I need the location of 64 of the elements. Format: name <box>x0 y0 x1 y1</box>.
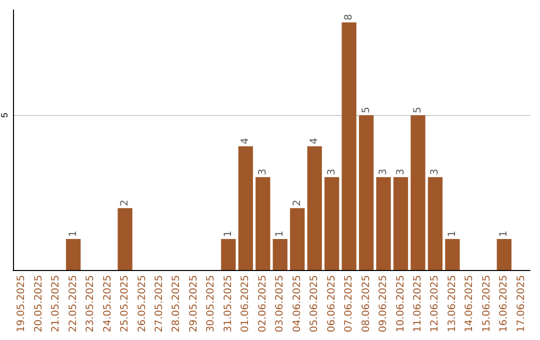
x-tick-label: 29.05.2025 <box>188 275 200 332</box>
x-tick-label: 31.05.2025 <box>222 275 234 332</box>
bar <box>256 177 270 270</box>
bar <box>238 146 253 270</box>
data-label: 4 <box>240 138 252 144</box>
data-label: 1 <box>68 230 79 238</box>
x-tick-label: 06.06.2025 <box>326 275 338 332</box>
data-label: 3 <box>395 168 406 176</box>
x-tick-label: 27.05.2025 <box>154 275 165 332</box>
bar <box>445 239 460 270</box>
x-tick-label: 04.06.2025 <box>292 275 303 332</box>
x-tick-label: 01.06.2025 <box>240 275 252 332</box>
x-tick-label: 16.06.2025 <box>498 275 510 332</box>
x-tick-label: 09.06.2025 <box>378 275 390 332</box>
bar <box>272 239 288 270</box>
bar <box>428 177 443 270</box>
x-tick-label: 25.05.2025 <box>120 275 131 332</box>
bar <box>342 22 356 270</box>
data-label: 3 <box>257 168 268 176</box>
x-tick-label: 11.06.2025 <box>412 275 424 332</box>
x-tick-label: 24.05.2025 <box>102 275 114 332</box>
x-tick-label: 14.06.2025 <box>464 275 476 332</box>
x-tick-label: 08.06.2025 <box>360 275 372 332</box>
bar <box>410 115 426 270</box>
x-tick-label: 13.06.2025 <box>446 275 458 332</box>
x-tick-label: 19.05.2025 <box>16 275 28 332</box>
x-tick-label: 05.06.2025 <box>309 275 320 332</box>
x-tick-label: 03.06.2025 <box>274 275 286 332</box>
data-label: 3 <box>430 168 441 176</box>
bar <box>376 177 391 270</box>
x-tick-label: 28.05.2025 <box>171 275 182 332</box>
data-label: 5 <box>412 106 424 114</box>
bar <box>496 239 512 270</box>
x-tick-label: 20.05.2025 <box>33 275 44 332</box>
x-tick-label: 26.05.2025 <box>136 275 148 332</box>
data-label: 1 <box>446 230 458 238</box>
x-tick-label: 02.06.2025 <box>257 275 268 332</box>
bar <box>290 208 305 270</box>
bar <box>118 208 132 270</box>
x-tick-label: 23.05.2025 <box>85 275 96 332</box>
data-label: 3 <box>378 168 390 176</box>
x-tick-label: 21.05.2025 <box>50 275 62 332</box>
bar <box>221 239 236 270</box>
x-tick-label: 10.06.2025 <box>395 275 406 332</box>
bar <box>393 177 408 270</box>
data-label: 8 <box>344 14 355 20</box>
bar <box>324 177 340 270</box>
data-label: 1 <box>274 230 286 238</box>
bar <box>307 146 322 270</box>
data-label: 1 <box>498 230 510 238</box>
data-label: 4 <box>309 138 320 144</box>
data-label: 5 <box>360 106 372 114</box>
x-tick-label: 22.05.2025 <box>68 275 79 332</box>
bar <box>358 115 374 270</box>
x-tick-label: 07.06.2025 <box>344 275 355 332</box>
x-tick-label: 30.05.2025 <box>206 275 217 332</box>
data-label: 3 <box>326 168 338 176</box>
data-label: 2 <box>120 200 131 206</box>
x-tick-label: 12.06.2025 <box>430 275 441 332</box>
x-tick-label: 15.06.2025 <box>481 275 492 332</box>
data-label: 2 <box>292 200 303 206</box>
x-tick-label: 17.06.2025 <box>516 275 527 332</box>
data-label: 1 <box>222 230 234 238</box>
bar <box>66 239 81 270</box>
